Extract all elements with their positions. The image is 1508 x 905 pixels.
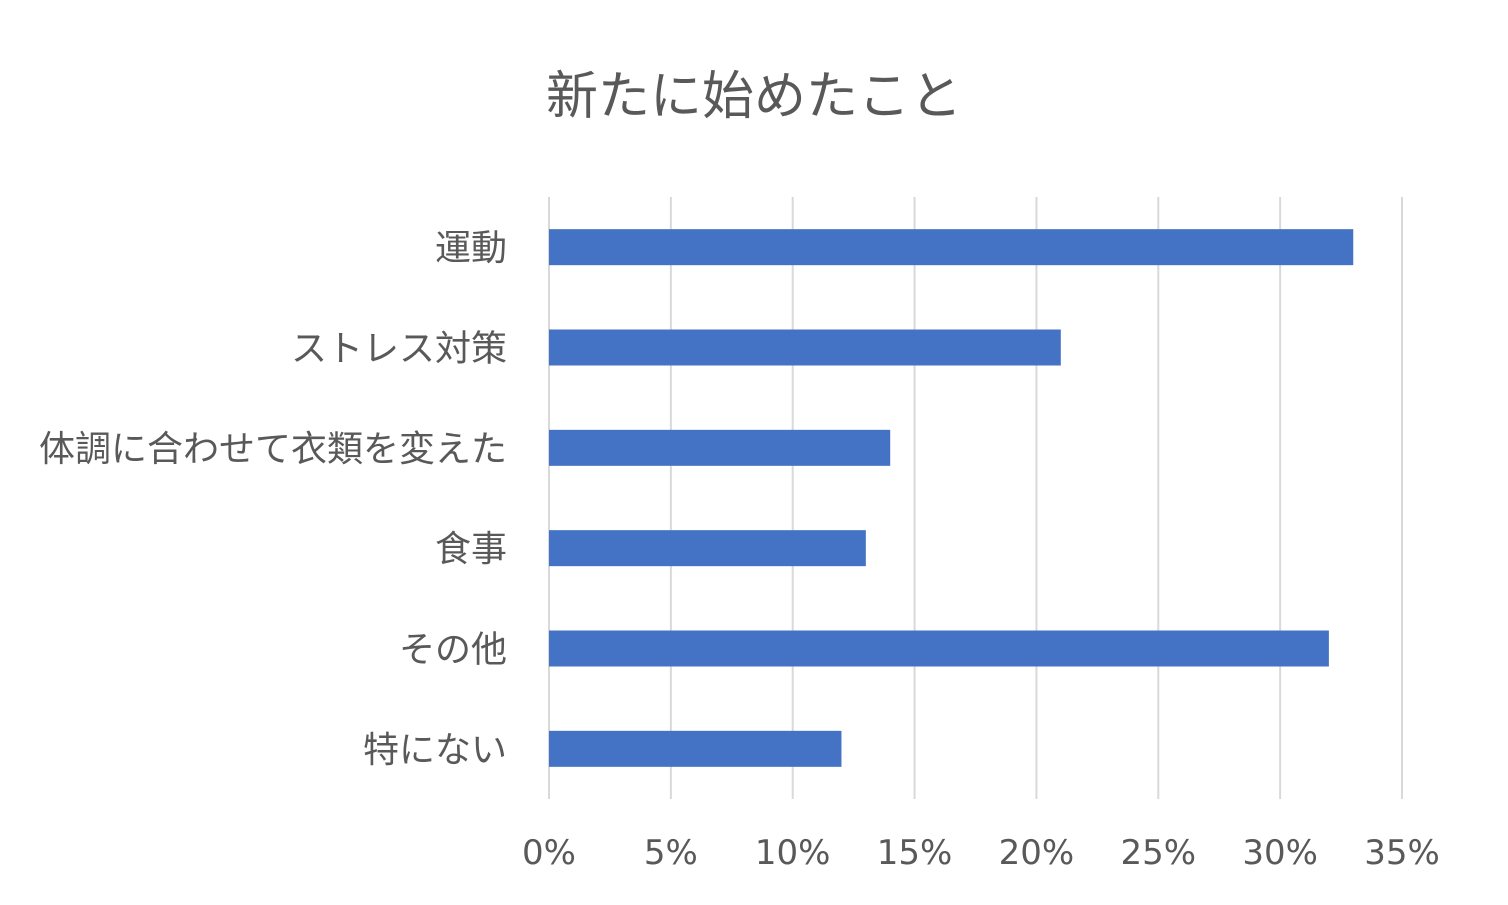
category-label: 特にない: [363, 730, 507, 771]
category-label: 運動: [435, 228, 507, 269]
gridlines: [548, 197, 1403, 799]
x-tick-label: 20%: [999, 833, 1075, 873]
bar: [549, 329, 1061, 366]
bar: [549, 229, 1354, 266]
x-tick-label: 0%: [522, 833, 576, 873]
bar: [549, 730, 842, 767]
x-axis-tick-labels: 0% 5% 10% 15% 20% 25% 30% 35%: [522, 833, 1440, 873]
category-label: ストレス対策: [291, 329, 507, 370]
x-tick-label: 10%: [755, 833, 831, 873]
category-label: その他: [399, 630, 507, 671]
bar: [549, 429, 891, 466]
x-tick-label: 5%: [644, 833, 698, 873]
bar: [549, 530, 866, 567]
bars: [549, 229, 1354, 767]
x-tick-label: 35%: [1364, 833, 1440, 873]
category-label: 食事: [435, 529, 507, 570]
category-label: 体調に合わせて衣類を変えた: [39, 429, 507, 470]
x-tick-label: 30%: [1242, 833, 1318, 873]
x-tick-label: 25%: [1120, 833, 1196, 873]
x-tick-label: 15%: [877, 833, 953, 873]
chart-title: 新たに始めたこと: [546, 67, 962, 127]
bar: [549, 630, 1329, 667]
